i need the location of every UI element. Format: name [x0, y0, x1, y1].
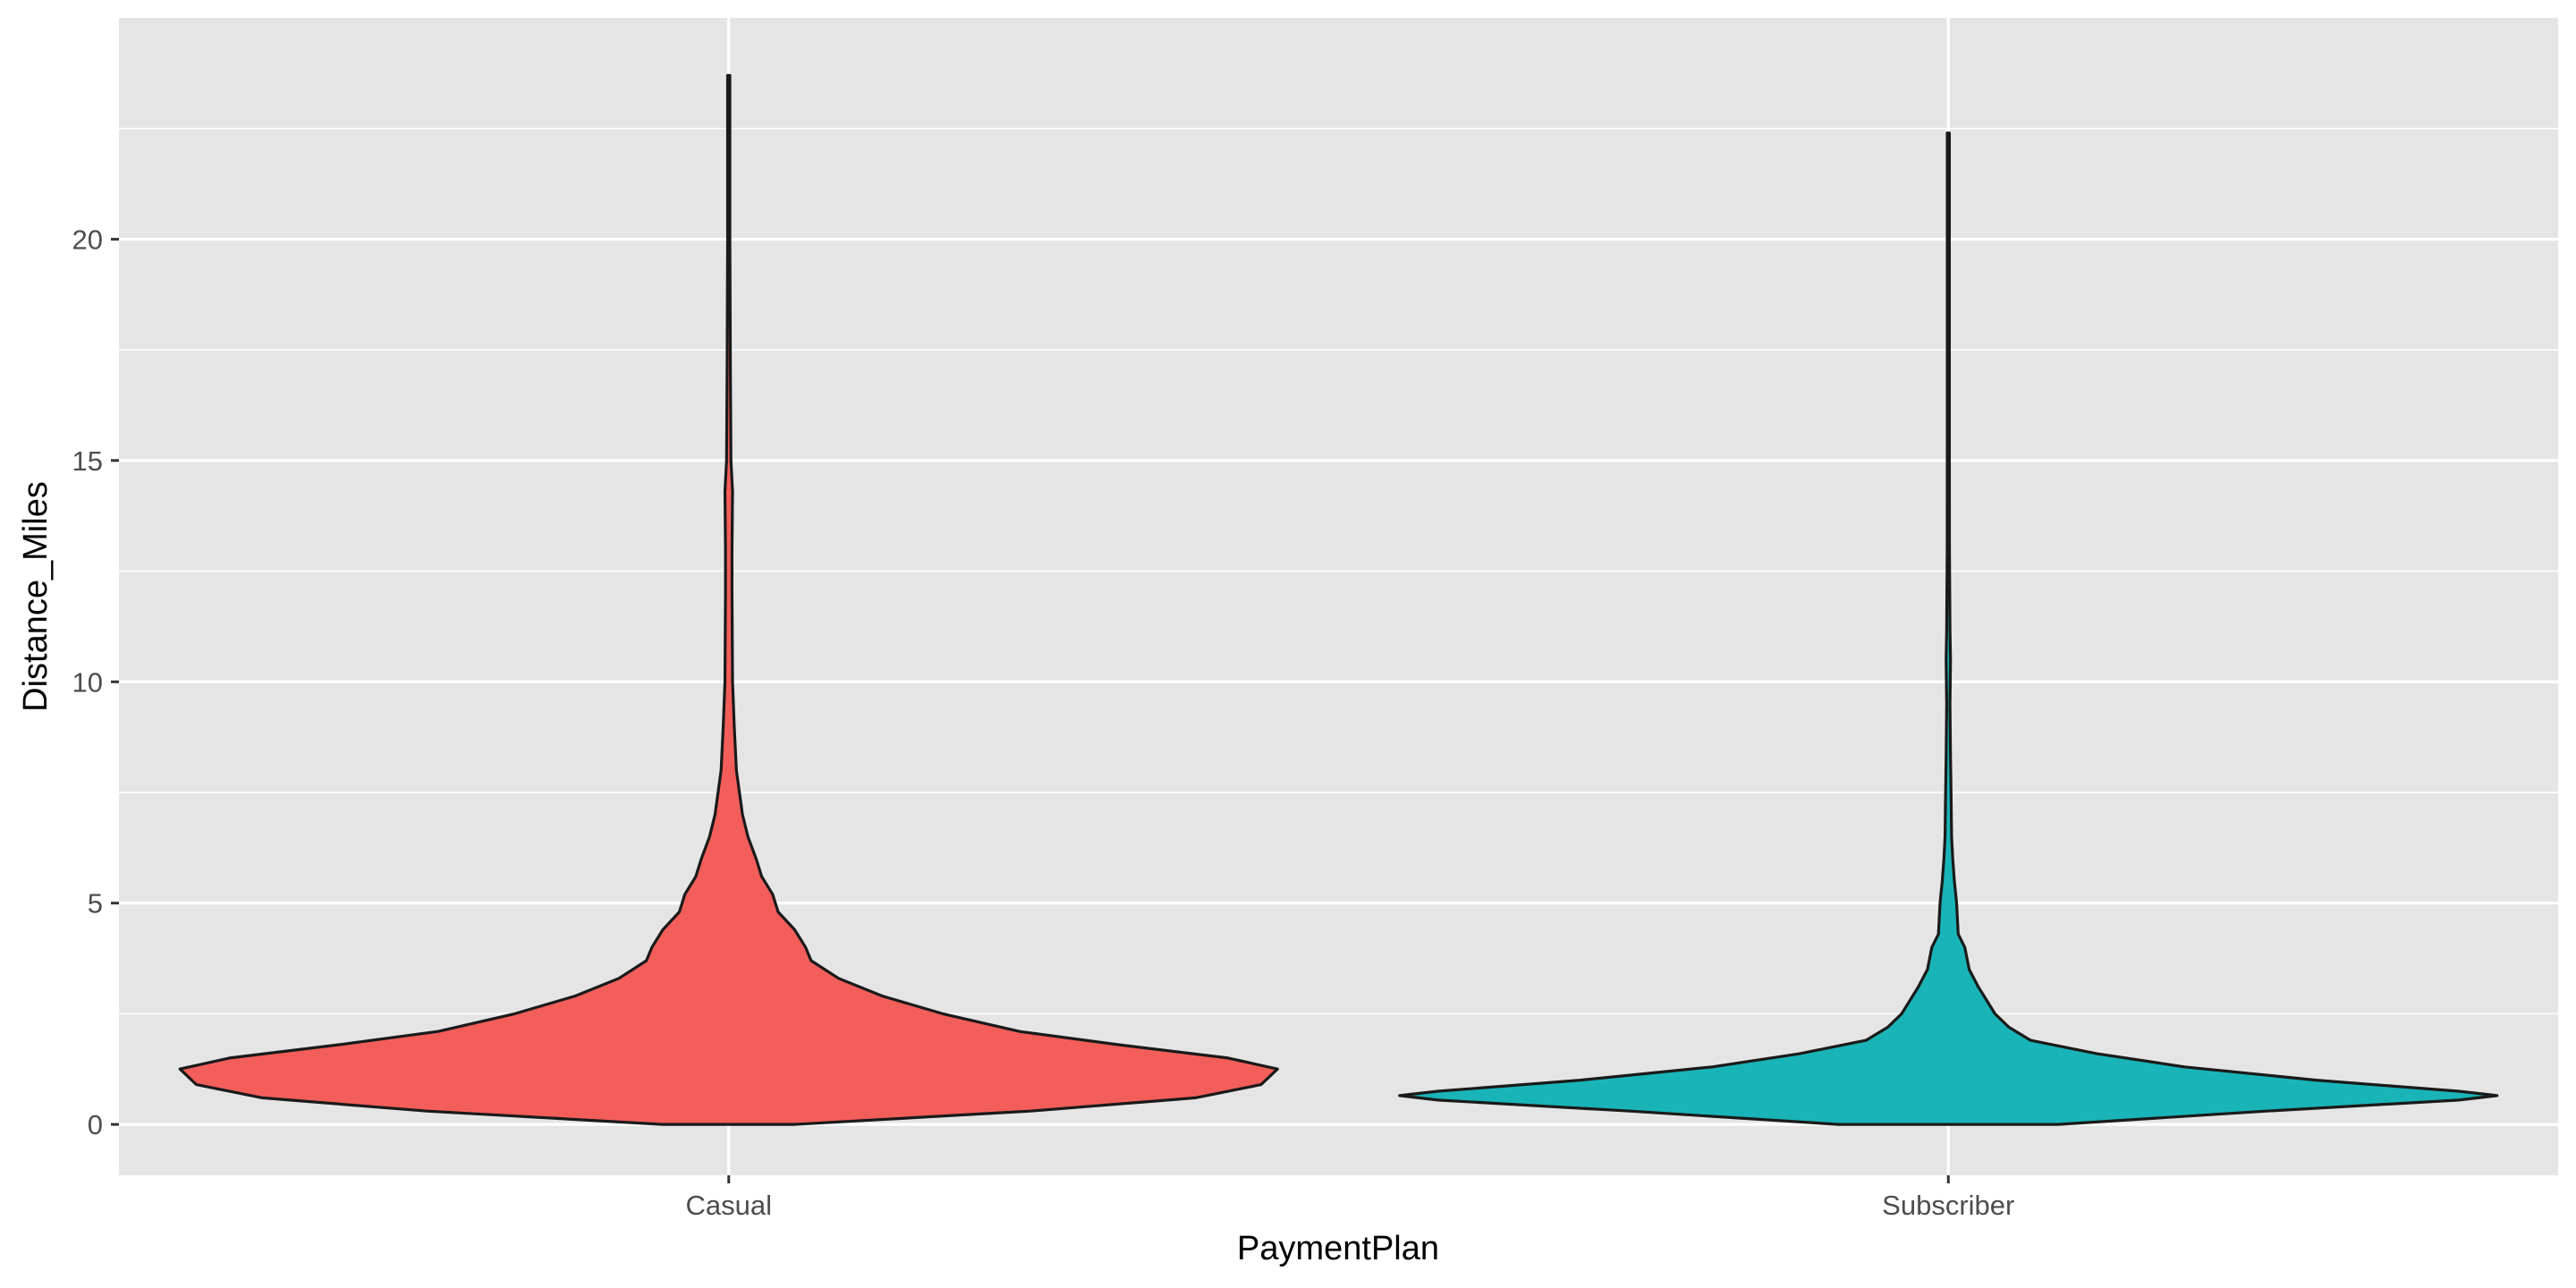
y-tick-label: 20 [72, 224, 103, 255]
y-tick-label: 10 [72, 666, 103, 698]
y-tick-label: 15 [72, 445, 103, 477]
y-axis: 0 5 10 15 20 [72, 224, 119, 1140]
violin-casual [178, 73, 1279, 1126]
y-axis-title: Distance_Miles [17, 481, 55, 712]
x-axis-title: PaymentPlan [1237, 1230, 1439, 1267]
plot-panel [119, 18, 2558, 1175]
violins [178, 73, 2499, 1126]
y-tick-label: 5 [88, 888, 103, 919]
x-tick-label: Subscriber [1882, 1190, 2014, 1221]
y-tick-label: 0 [88, 1109, 103, 1140]
violin-subscriber [1398, 131, 2499, 1126]
x-tick-label: Casual [686, 1190, 773, 1221]
x-axis: Casual Subscriber [686, 1175, 2014, 1221]
